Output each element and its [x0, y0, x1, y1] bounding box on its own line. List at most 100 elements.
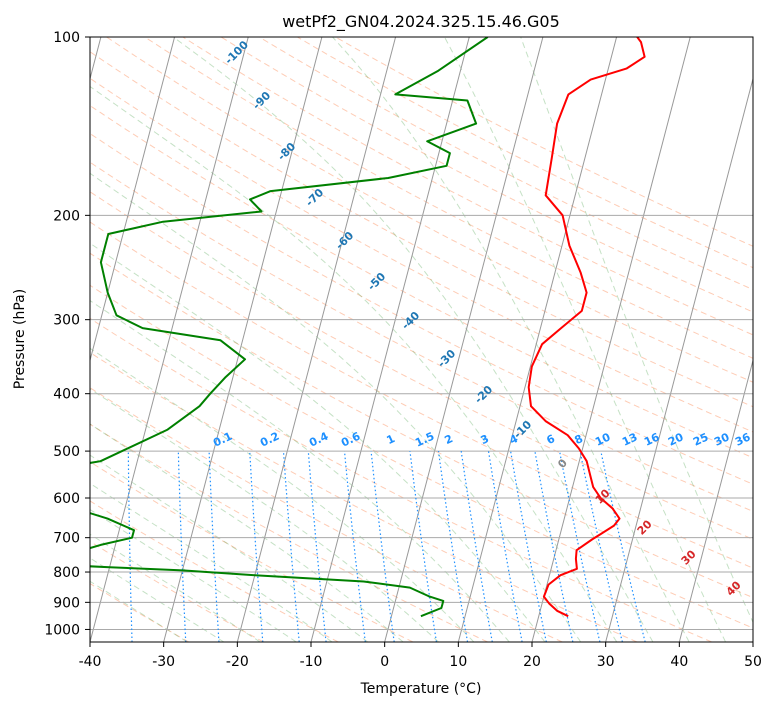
x-tick-label: 20 — [523, 654, 541, 670]
moist-adiabat-line — [520, 37, 753, 624]
y-tick-label: 200 — [53, 208, 80, 224]
mixing-ratio-label: 1 — [385, 432, 397, 447]
x-tick-label: -10 — [300, 654, 323, 670]
mixing-ratio-line — [409, 451, 437, 642]
mixing-ratio-label: 3 — [479, 432, 491, 447]
moist-adiabat-line — [90, 85, 618, 642]
dry-adiabat-line — [335, 37, 753, 247]
isotherm-line — [457, 37, 618, 642]
mixing-ratio-line — [437, 451, 469, 642]
x-tick-label: -20 — [226, 654, 249, 670]
mixing-ratio-label: 16 — [642, 430, 662, 448]
isotherm-line — [678, 358, 753, 642]
moist-adiabat-line — [90, 242, 546, 642]
moist-adiabat-line — [90, 580, 188, 642]
dry-adiabat-line — [258, 37, 753, 291]
x-tick-label: 10 — [449, 654, 467, 670]
dry-adiabat-label: -40 — [399, 309, 422, 332]
moist-adiabat-line — [90, 508, 297, 642]
moist-adiabat-line — [332, 37, 690, 642]
dry-adiabat-line — [106, 37, 753, 383]
mixing-ratio-label: 0.1 — [211, 430, 234, 450]
mixing-ratio-label: 1.5 — [413, 430, 436, 450]
y-tick-label: 700 — [53, 531, 80, 547]
moist-adiabat-line — [90, 533, 261, 642]
y-tick-label: 900 — [53, 595, 80, 611]
isotherm-line — [90, 37, 176, 363]
mixing-ratio-line — [307, 451, 327, 642]
mixing-ratio-label: 6 — [545, 432, 558, 447]
mixing-ratio-line — [81, 451, 82, 642]
temperature-profile-line — [527, 37, 646, 618]
mixing-ratio-line — [534, 450, 574, 642]
y-axis-label: Pressure (hPa) — [12, 289, 28, 389]
moist-adiabat-line — [90, 454, 368, 642]
dry-adiabat-line — [90, 582, 190, 642]
dry-adiabat-line — [297, 37, 753, 269]
dry-adiabat-line — [90, 540, 264, 642]
y-tick-label: 100 — [53, 30, 80, 46]
moist-adiabat-line — [90, 347, 475, 642]
y-tick-label: 300 — [53, 313, 80, 329]
mixing-ratio-line — [487, 451, 523, 642]
background-lines — [81, 37, 753, 642]
moist-adiabat-line — [90, 299, 510, 642]
mixing-ratio-label: 30 — [712, 430, 732, 448]
isotherm-line — [384, 37, 544, 642]
dry-adiabat-line — [144, 37, 753, 359]
dry-adiabat-line — [90, 317, 712, 642]
mixing-ratio-label: 10 — [593, 430, 613, 448]
dry-adiabat-line — [90, 461, 414, 642]
mixing-ratio-line — [579, 450, 623, 642]
dry-adiabat-label: -80 — [275, 140, 298, 163]
mixing-ratio-line — [208, 451, 220, 642]
mixing-ratio-label: 25 — [691, 430, 710, 448]
dry-adiabat-line — [90, 284, 753, 629]
dry-adiabat-line — [90, 51, 753, 408]
isotherm-line — [90, 37, 249, 642]
moist-adiabat-line — [90, 172, 582, 642]
dry-adiabat-line — [182, 37, 753, 336]
x-tick-label: 30 — [597, 654, 615, 670]
dry-adiabat-label: -30 — [435, 347, 458, 370]
dewpoint-profile-line — [90, 37, 489, 618]
dry-adiabat-line — [90, 221, 753, 569]
isotherm-line — [605, 76, 753, 642]
moist-adiabat-line — [90, 423, 404, 642]
dry-adiabat-line — [220, 37, 753, 313]
isotherm-line — [531, 37, 691, 642]
moist-adiabat-line — [90, 482, 333, 642]
axis-ticks: -40 -30 -20 -10 0 10 20 30 40 5010020030040050060… — [44, 30, 762, 670]
isotherm-line — [310, 37, 470, 642]
x-tick-label: 50 — [744, 654, 762, 670]
dry-adiabat-label: -70 — [303, 186, 326, 209]
moist-adiabat-line — [444, 37, 727, 642]
mixing-ratio-label: 20 — [666, 430, 686, 448]
mixing-ratio-label: 2 — [443, 432, 455, 447]
plot-frame — [89, 36, 754, 643]
mixing-ratio-label: 0.4 — [307, 429, 330, 449]
mixing-ratio-label: 0.6 — [339, 429, 362, 449]
x-tick-label: 40 — [670, 654, 688, 670]
mixing-ratio-label: 0.2 — [258, 430, 281, 450]
mixing-ratio-line — [510, 450, 547, 642]
y-tick-label: 400 — [53, 387, 80, 403]
isotherm-line — [236, 37, 397, 642]
x-tick-label: -30 — [152, 654, 175, 670]
mixing-ratio-line — [127, 451, 133, 642]
moist-adiabat-line — [173, 37, 654, 642]
isotherm-line — [163, 37, 323, 642]
mixing-ratio-line — [343, 451, 366, 642]
dry-adiabat-line — [90, 423, 488, 642]
dry-adiabat-label: -20 — [472, 383, 495, 406]
mixing-ratio-label: 13 — [620, 430, 639, 448]
mixing-ratio-label: 36 — [733, 430, 753, 448]
moist-adiabat-label: 0 — [555, 456, 570, 471]
chart-title: wetPf2_GN04.2024.325.15.46.G05 — [282, 12, 560, 32]
line-labels: -100-90-80-70-60-50-40-30-20-10010203040… — [211, 38, 753, 599]
dry-adiabat-label: -60 — [333, 229, 356, 252]
x-axis-label: Temperature (°C) — [360, 681, 482, 697]
mixing-ratio-line — [282, 451, 300, 642]
x-tick-label: 0 — [380, 654, 389, 670]
